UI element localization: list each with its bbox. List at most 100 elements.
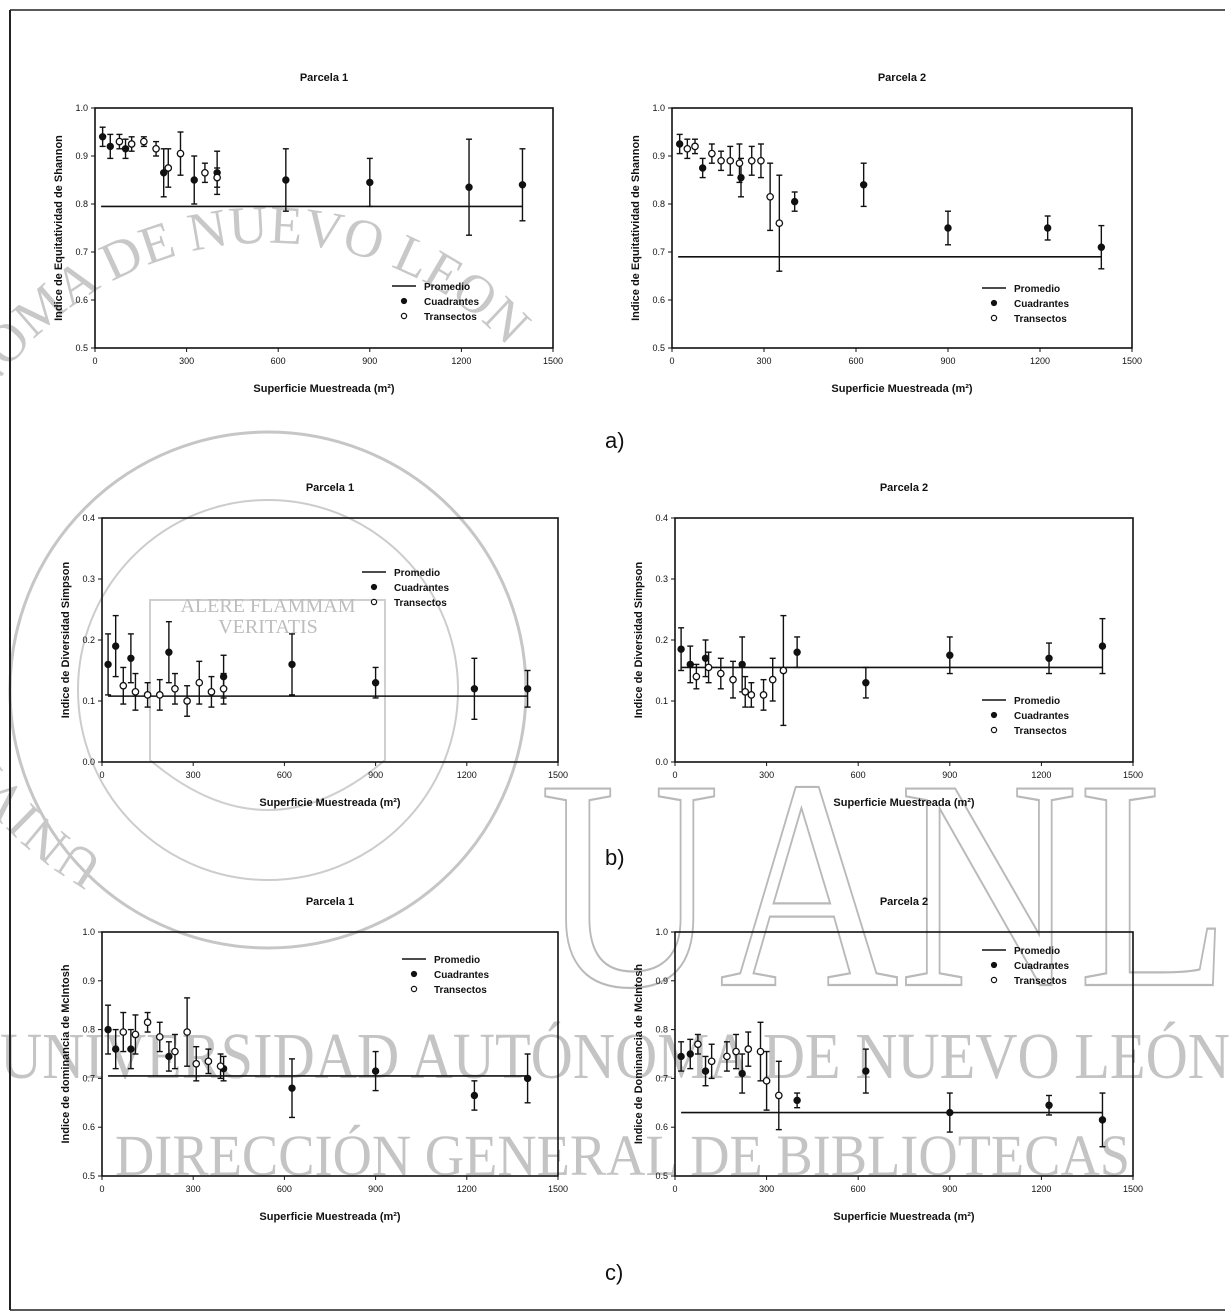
legend-cuadrantes-swatch [990, 961, 998, 969]
data-point-cuadrantes [698, 164, 707, 172]
legend-label: Transectos [1014, 726, 1067, 737]
data-point-transectos [741, 687, 750, 696]
panel-label-a: a) [605, 428, 625, 453]
data-point-transectos [762, 1076, 771, 1085]
data-point-cuadrantes [165, 648, 173, 656]
y-tick-label: 0.8 [655, 1025, 668, 1035]
plot-area [674, 931, 1134, 1177]
x-tick-label: 0 [99, 770, 104, 780]
data-point-cuadrantes [470, 685, 479, 693]
y-tick-label: 0.7 [75, 247, 88, 257]
data-point-transectos [683, 144, 692, 153]
data-point-cuadrantes [288, 660, 296, 669]
data-point-cuadrantes [282, 176, 290, 184]
chart-title: Parcela 2 [880, 896, 928, 908]
data-point-cuadrantes [862, 679, 870, 687]
x-tick-label: 1500 [548, 1184, 568, 1194]
data-point-transectos [747, 691, 756, 699]
data-point-cuadrantes [686, 1050, 694, 1058]
data-point-cuadrantes [104, 660, 112, 669]
legend-label: Promedio [394, 568, 440, 579]
x-tick-label: 600 [271, 356, 286, 366]
data-point-transectos [704, 663, 713, 672]
legend-label: Transectos [1014, 314, 1067, 325]
x-tick-label: 300 [186, 1184, 201, 1194]
chart-title: Parcela 1 [300, 72, 348, 84]
legend-label: Promedio [1014, 946, 1060, 957]
data-point-transectos [171, 1047, 179, 1056]
data-point-transectos [766, 192, 774, 201]
data-point-transectos [143, 1018, 152, 1027]
y-tick-label: 0.4 [655, 513, 668, 523]
x-tick-label: 600 [277, 770, 292, 780]
y-axis-label: Indice de dominancia de McIntosh [60, 964, 72, 1143]
legend-label: Transectos [424, 312, 477, 323]
x-tick-label: 600 [851, 1184, 866, 1194]
y-tick-label: 0.6 [652, 295, 665, 305]
data-point-cuadrantes [523, 1074, 532, 1083]
chart-6: Parcela 2 0 300 600 900 1200 1500 0.5 0.6 0.7 0.8 0… [633, 896, 1143, 1223]
data-point-cuadrantes [165, 1052, 173, 1061]
legend-cuadrantes-swatch [990, 299, 998, 307]
legend-label: Promedio [424, 282, 470, 293]
y-tick-label: 0.5 [655, 1171, 668, 1181]
y-axis-label: Indice de Diversidad Simpson [60, 561, 72, 718]
data-point-transectos [716, 669, 725, 678]
data-point-cuadrantes [701, 1067, 710, 1075]
data-point-cuadrantes [1045, 1101, 1053, 1109]
data-point-cuadrantes [686, 660, 694, 669]
data-point-cuadrantes [677, 1052, 685, 1061]
data-point-transectos [692, 672, 701, 681]
data-point-cuadrantes [470, 1091, 479, 1100]
y-tick-label: 0.5 [652, 343, 665, 353]
plot-area [94, 107, 554, 349]
y-tick-label: 0.3 [655, 574, 668, 584]
legend-cuadrantes-swatch [400, 297, 408, 305]
data-point-cuadrantes [677, 645, 685, 653]
x-axis-label: Superficie Muestreada (m²) [833, 797, 975, 809]
x-tick-label: 1200 [1031, 770, 1051, 780]
data-point-cuadrantes [1098, 1116, 1107, 1124]
legend-cuadrantes-swatch [990, 711, 998, 719]
data-point-transectos [707, 1057, 716, 1066]
chart-4: Parcela 2 0 300 600 900 1200 1500 0.0 0.1 0.2 0.3 0… [633, 482, 1143, 809]
data-point-cuadrantes [366, 178, 374, 187]
y-tick-label: 0.2 [655, 635, 668, 645]
data-point-transectos [131, 687, 140, 696]
legend-cuadrantes-swatch [410, 970, 418, 978]
data-point-cuadrantes [946, 1108, 954, 1117]
data-point-transectos [732, 1047, 740, 1056]
y-tick-label: 0.9 [82, 976, 95, 986]
data-point-cuadrantes [1045, 654, 1053, 662]
x-axis-label: Superficie Muestreada (m²) [253, 383, 395, 395]
y-tick-label: 0.1 [655, 696, 668, 706]
data-point-transectos [757, 156, 765, 165]
data-point-cuadrantes [944, 224, 952, 232]
legend-label: Cuadrantes [434, 970, 489, 981]
x-tick-label: 1200 [457, 770, 477, 780]
legend-transectos-swatch [410, 985, 418, 993]
data-point-transectos [708, 149, 716, 158]
data-point-transectos [768, 675, 777, 684]
data-point-transectos [201, 168, 209, 177]
data-point-cuadrantes [523, 685, 532, 693]
x-tick-label: 600 [851, 770, 866, 780]
legend-label: Cuadrantes [1014, 299, 1069, 310]
data-point-transectos [759, 691, 768, 699]
data-point-cuadrantes [465, 183, 473, 191]
x-tick-label: 300 [759, 1184, 774, 1194]
y-tick-label: 0.0 [82, 757, 95, 767]
x-tick-label: 1500 [543, 356, 563, 366]
data-point-transectos [192, 1059, 201, 1068]
x-tick-label: 600 [848, 356, 863, 366]
chart-1: Parcela 1 0 300 600 900 1200 1500 0.5 0.6 0.7 0.8 0… [53, 72, 563, 395]
data-point-transectos [155, 691, 164, 699]
y-tick-label: 0.0 [655, 757, 668, 767]
data-point-transectos [691, 142, 699, 151]
data-point-transectos [756, 1047, 765, 1056]
y-tick-label: 0.5 [82, 1171, 95, 1181]
data-point-cuadrantes [675, 140, 684, 148]
plot-area [101, 517, 559, 763]
plot-area [101, 931, 559, 1177]
data-point-cuadrantes [98, 133, 107, 141]
